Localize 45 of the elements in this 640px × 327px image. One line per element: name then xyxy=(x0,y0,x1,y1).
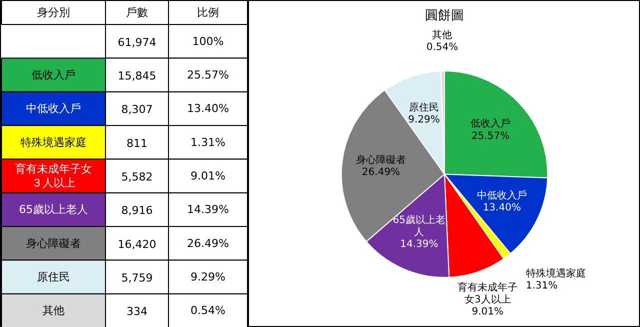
text: 334 xyxy=(126,305,148,318)
text: 5,582 xyxy=(121,170,153,184)
data-label: 9.01% xyxy=(472,306,504,318)
text: 15,845 xyxy=(118,70,156,82)
slice-label: 特殊境遇家庭 xyxy=(526,267,586,280)
text: 8,307 xyxy=(121,103,153,116)
chart-title: 圓餅圖 xyxy=(425,8,464,24)
text: 1.31% xyxy=(190,136,226,149)
text: 身分別 xyxy=(37,6,70,19)
slice-label: 低收入戶 xyxy=(470,118,511,130)
data-label: 0.54% xyxy=(426,42,458,53)
text: 25.57% xyxy=(187,68,229,82)
text: 戶數 xyxy=(126,6,148,19)
text: 8,916 xyxy=(121,204,153,218)
text: 身心障礙者 xyxy=(26,236,81,250)
text: 14.39% xyxy=(187,203,229,216)
slice-label: 中低收入戶 xyxy=(476,190,527,202)
data-label: 14.39% xyxy=(400,238,438,250)
data-label: 13.40% xyxy=(482,202,521,214)
text: 100% xyxy=(192,34,224,48)
text: 65歲以上老人 xyxy=(19,203,88,216)
text: 811 xyxy=(126,136,148,150)
data-label: 1.31% xyxy=(526,280,558,292)
slice-label: 原住民 xyxy=(409,102,440,114)
text: 16,420 xyxy=(118,238,156,251)
text: 特殊境遇家庭 xyxy=(20,136,86,149)
text: 低收入戶 xyxy=(32,68,76,82)
data-label: 26.49% xyxy=(362,167,400,178)
text: 原住民 xyxy=(37,270,70,284)
text: 9.01% xyxy=(190,170,226,182)
text: 13.40% xyxy=(187,102,229,116)
slice-label: 育有未成年子女3人以上 xyxy=(458,281,518,306)
data-label: 25.57% xyxy=(471,130,510,142)
text: 0.54% xyxy=(190,304,226,318)
slice-label: 身心障礙者 xyxy=(356,154,406,166)
text: 比例 xyxy=(197,6,219,19)
text: 26.49% xyxy=(187,236,229,250)
text: 5,759 xyxy=(121,272,153,284)
text: 9.29% xyxy=(190,270,226,284)
text: 61,974 xyxy=(118,36,156,49)
text: 育有未成年子女３人以上 xyxy=(15,162,92,190)
text: 中低收入戶 xyxy=(26,102,81,116)
slice-label: 其他 xyxy=(432,28,452,41)
data-label: 9.29% xyxy=(408,114,440,126)
text: 其他 xyxy=(42,304,64,318)
